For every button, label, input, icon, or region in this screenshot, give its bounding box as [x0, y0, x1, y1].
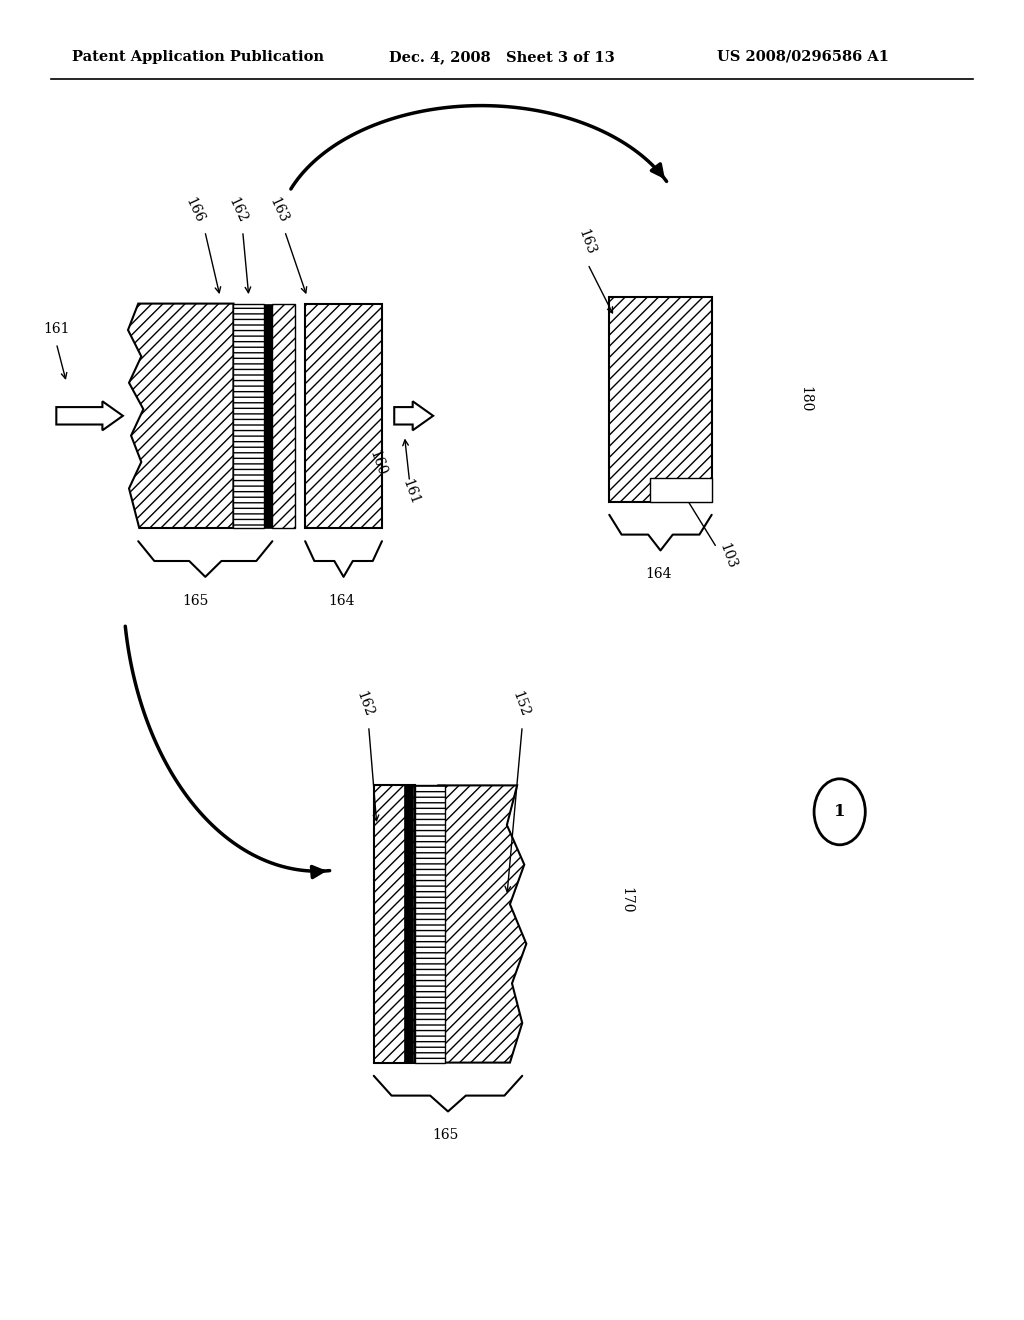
- Bar: [272, 304, 295, 528]
- Text: 163: 163: [266, 195, 290, 224]
- FancyArrow shape: [56, 401, 123, 430]
- Text: 1: 1: [834, 804, 846, 820]
- Bar: [374, 785, 415, 1063]
- Text: 180: 180: [799, 385, 813, 412]
- Bar: [650, 478, 712, 502]
- Text: US 2008/0296586 A1: US 2008/0296586 A1: [717, 50, 889, 63]
- Text: 170: 170: [620, 887, 634, 913]
- Text: 164: 164: [328, 594, 354, 607]
- Text: 165: 165: [183, 594, 209, 607]
- Text: 162: 162: [225, 195, 249, 224]
- Text: Dec. 4, 2008   Sheet 3 of 13: Dec. 4, 2008 Sheet 3 of 13: [389, 50, 614, 63]
- Text: 163: 163: [575, 227, 598, 256]
- Text: 103: 103: [717, 541, 739, 570]
- FancyArrow shape: [394, 401, 433, 430]
- Text: 162: 162: [353, 689, 376, 718]
- Text: 164: 164: [645, 568, 672, 581]
- Text: 166: 166: [182, 195, 206, 224]
- Text: 161: 161: [399, 478, 422, 507]
- Bar: [233, 304, 264, 528]
- Text: 161: 161: [43, 322, 70, 335]
- Bar: [415, 785, 445, 1063]
- Text: 152: 152: [510, 689, 532, 718]
- Polygon shape: [128, 304, 233, 528]
- Bar: [264, 304, 272, 528]
- Bar: [404, 785, 413, 1063]
- Bar: [609, 297, 712, 502]
- Bar: [305, 304, 382, 528]
- Text: Patent Application Publication: Patent Application Publication: [72, 50, 324, 63]
- Text: 160: 160: [367, 449, 389, 478]
- Polygon shape: [438, 785, 526, 1063]
- Text: 165: 165: [432, 1129, 459, 1142]
